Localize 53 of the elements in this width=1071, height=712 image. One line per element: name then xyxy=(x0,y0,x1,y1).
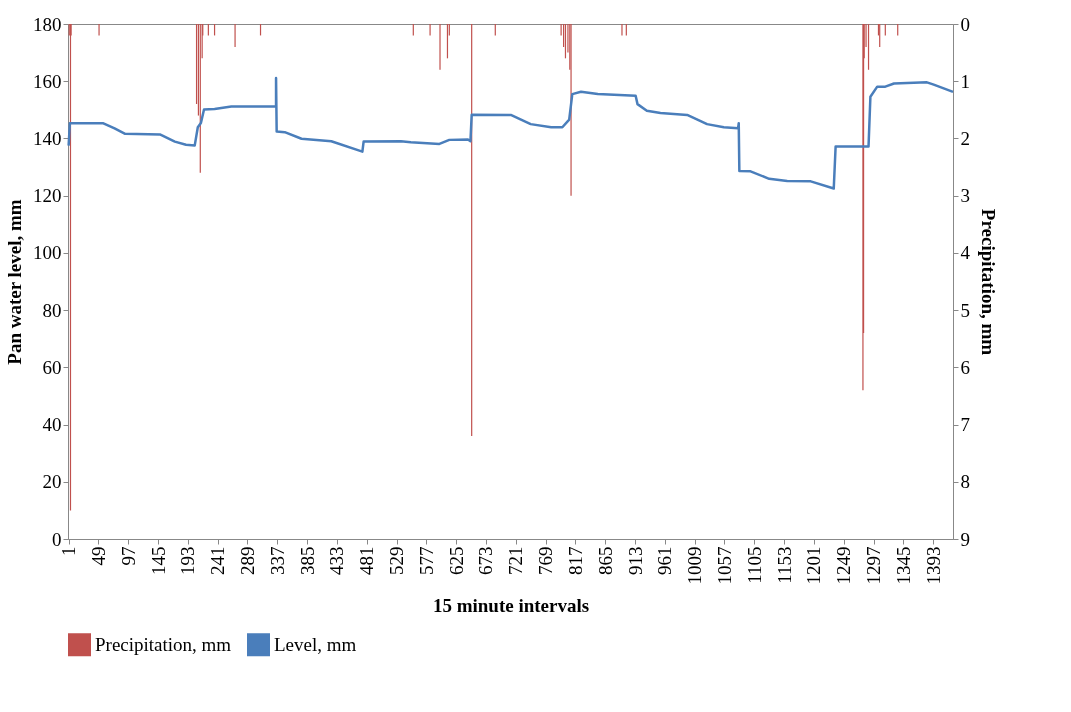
x-tick-label: 49 xyxy=(87,546,109,566)
x-tick-label: 145 xyxy=(147,546,169,575)
y2-axis-title: Precipitation, mm xyxy=(978,208,999,356)
x-tick-label: 1057 xyxy=(713,546,735,585)
x-axis-title: 15 minute intervals xyxy=(432,594,590,616)
x-tick-label: 1249 xyxy=(833,546,855,585)
x-tick-label: 721 xyxy=(505,546,527,575)
x-tick-label: 1201 xyxy=(803,546,825,585)
x-tick-label: 625 xyxy=(445,546,467,575)
y-tick-label: 100 xyxy=(33,242,62,264)
x-tick-label: 913 xyxy=(624,546,646,575)
y2-tick-label: 9 xyxy=(960,528,970,550)
x-tick-label: 385 xyxy=(296,546,318,575)
legend-label: Precipitation, mm xyxy=(95,633,232,655)
x-tick-label: 1297 xyxy=(863,546,885,585)
x-tick-label: 433 xyxy=(326,546,348,575)
x-tick-label: 337 xyxy=(266,546,288,575)
y-tick-label: 120 xyxy=(33,185,62,207)
legend-label: Level, mm xyxy=(274,633,357,655)
y2-tick-label: 6 xyxy=(960,356,970,378)
x-tick-label: 769 xyxy=(535,546,557,575)
x-tick-label: 1105 xyxy=(743,546,765,584)
y2-tick-label: 8 xyxy=(960,471,970,493)
x-tick-label: 289 xyxy=(236,546,258,575)
y-tick-label: 160 xyxy=(33,70,62,92)
y2-tick-label: 1 xyxy=(960,70,970,92)
x-tick-label: 97 xyxy=(117,546,139,566)
x-tick-label: 529 xyxy=(386,546,408,575)
y-tick-label: 180 xyxy=(33,13,62,35)
x-tick-label: 673 xyxy=(475,546,497,575)
y2-tick-label: 5 xyxy=(960,299,970,321)
y-tick-label: 60 xyxy=(42,356,62,378)
x-tick-label: 1393 xyxy=(922,546,944,585)
y-tick-label: 20 xyxy=(42,471,62,493)
x-tick-label: 817 xyxy=(564,546,586,575)
x-tick-label: 961 xyxy=(654,546,676,575)
y2-tick-label: 3 xyxy=(960,185,970,207)
x-tick-label: 1153 xyxy=(773,546,795,584)
y2-tick-label: 7 xyxy=(960,414,970,436)
x-tick-label: 1009 xyxy=(684,546,706,585)
x-tick-label: 241 xyxy=(207,546,229,575)
y-tick-label: 140 xyxy=(33,127,62,149)
y2-tick-label: 2 xyxy=(960,127,970,149)
x-tick-label: 577 xyxy=(415,546,437,575)
y-tick-label: 40 xyxy=(42,414,62,436)
y2-tick-label: 0 xyxy=(960,13,970,35)
y-tick-label: 80 xyxy=(42,299,62,321)
x-tick-label: 1345 xyxy=(892,546,914,585)
y-axis-title: Pan water level, mm xyxy=(4,199,25,365)
y2-tick-label: 4 xyxy=(960,242,971,264)
x-tick-label: 481 xyxy=(356,546,378,575)
x-tick-label: 865 xyxy=(594,546,616,575)
x-tick-label: 193 xyxy=(177,546,199,575)
